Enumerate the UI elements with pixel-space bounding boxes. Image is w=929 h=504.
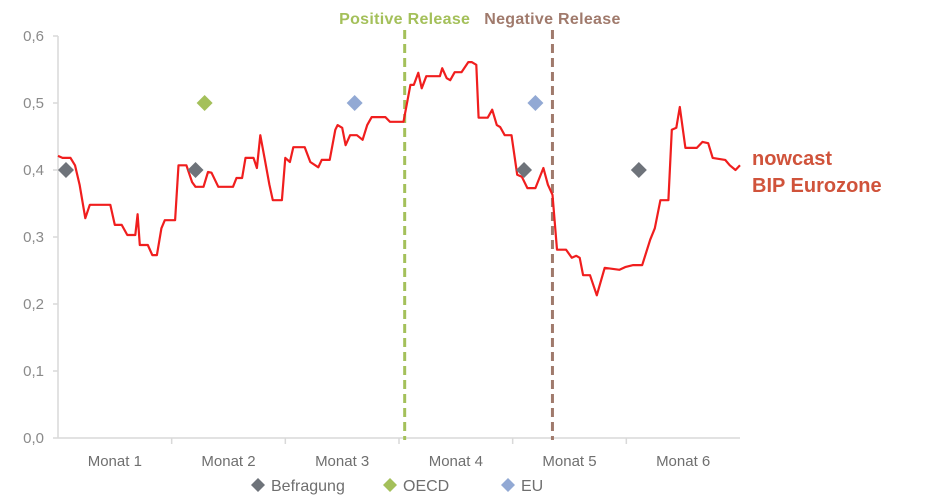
nowcast-line	[57, 60, 741, 297]
y-tick-label: 0,4	[23, 162, 44, 179]
legend-label: Befragung	[271, 478, 345, 495]
x-category-label: Monat 5	[542, 453, 596, 470]
x-category-label: Monat 2	[201, 453, 255, 470]
x-category-label: Monat 4	[429, 453, 483, 470]
x-category-label: Monat 1	[88, 453, 142, 470]
marker-befragung	[516, 162, 533, 178]
release-label: Negative Release	[484, 11, 620, 28]
marker-eu	[346, 95, 363, 111]
legend-label: EU	[521, 478, 543, 495]
legend-marker-befragung	[251, 478, 265, 492]
series-label-line2: BIP Eurozone	[752, 175, 882, 197]
release-label: Positive Release	[339, 11, 470, 28]
marker-oecd	[196, 95, 213, 111]
x-category-label: Monat 3	[315, 453, 369, 470]
y-tick-label: 0,6	[23, 28, 44, 45]
legend-marker-oecd	[383, 478, 397, 492]
y-tick-label: 0,2	[23, 296, 44, 313]
y-tick-label: 0,5	[23, 95, 44, 112]
y-tick-label: 0,0	[23, 430, 44, 447]
series-label-line1: nowcast	[752, 148, 832, 170]
legend-label: OECD	[403, 478, 449, 495]
y-tick-label: 0,1	[23, 363, 44, 380]
marker-befragung	[187, 162, 204, 178]
marker-befragung	[630, 162, 647, 178]
x-category-label: Monat 6	[656, 453, 710, 470]
marker-eu	[527, 95, 544, 111]
marker-befragung	[57, 162, 74, 178]
legend-marker-eu	[501, 478, 515, 492]
y-tick-label: 0,3	[23, 229, 44, 246]
